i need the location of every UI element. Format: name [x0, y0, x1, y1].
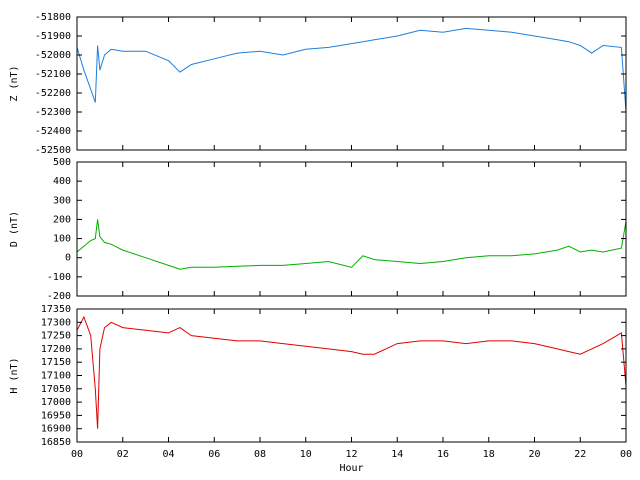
x-tick-label: 00 [620, 449, 632, 460]
x-tick-label: 20 [528, 449, 540, 460]
y-tick-label: 17050 [41, 384, 71, 395]
y-tick-label: 16900 [41, 424, 71, 435]
y-tick-label: 16850 [41, 437, 71, 448]
y-tick-label: 17250 [41, 331, 71, 342]
x-tick-label: 18 [483, 449, 495, 460]
x-axis-label: Hour [339, 463, 363, 474]
y-tick-label: -52400 [35, 126, 71, 137]
y-axis-label: D (nT) [9, 211, 20, 247]
y-tick-label: 400 [53, 176, 71, 187]
y-tick-label: -200 [47, 291, 71, 302]
y-tick-label: 17350 [41, 304, 71, 315]
plot-frame [76, 16, 627, 151]
y-tick-label: 16950 [41, 410, 71, 421]
y-axis-label: Z (nT) [9, 65, 20, 101]
y-tick-label: -52100 [35, 69, 71, 80]
data-line [76, 315, 627, 429]
y-tick-label: -52200 [35, 88, 71, 99]
y-tick-label: 17000 [41, 397, 71, 408]
y-tick-label: 200 [53, 214, 71, 225]
x-tick-label: 12 [345, 449, 357, 460]
x-tick-label: 02 [117, 449, 129, 460]
plot-frame [76, 308, 627, 443]
x-tick-label: 14 [391, 449, 403, 460]
y-tick-label: -51800 [35, 12, 71, 23]
y-tick-label: -52500 [35, 145, 71, 156]
y-tick-label: -52000 [35, 50, 71, 61]
x-tick-label: 22 [574, 449, 586, 460]
x-tick-label: 04 [162, 449, 174, 460]
y-tick-label: 300 [53, 195, 71, 206]
x-tick-label: 16 [437, 449, 449, 460]
data-line [76, 219, 627, 270]
y-tick-label: -52300 [35, 107, 71, 118]
x-tick-label: 06 [208, 449, 220, 460]
data-line [76, 27, 627, 113]
x-tick-label: 08 [254, 449, 266, 460]
y-tick-label: -100 [47, 272, 71, 283]
x-tick-label: 00 [71, 449, 83, 460]
y-tick-label: -51900 [35, 31, 71, 42]
plot-frame [76, 161, 627, 297]
x-tick-label: 10 [300, 449, 312, 460]
y-tick-label: 17100 [41, 371, 71, 382]
y-tick-label: 500 [53, 157, 71, 168]
y-tick-label: 17200 [41, 344, 71, 355]
y-tick-label: 17150 [41, 357, 71, 368]
y-tick-label: 100 [53, 234, 71, 245]
y-axis-label: H (nT) [9, 357, 20, 393]
y-tick-label: 0 [65, 253, 71, 264]
y-tick-label: 17300 [41, 317, 71, 328]
